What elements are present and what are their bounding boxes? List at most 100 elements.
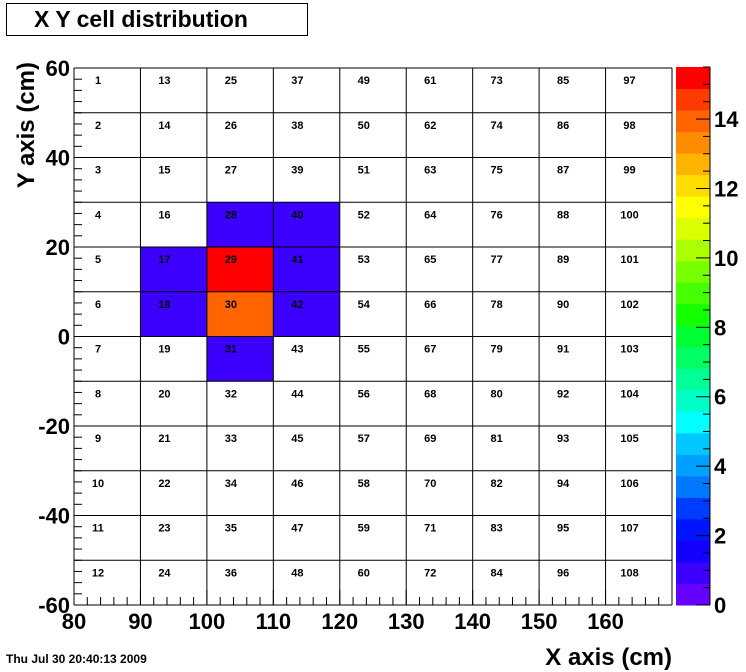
cell-label: 57 xyxy=(358,433,370,445)
cell-label: 74 xyxy=(491,120,504,132)
colorbar-tick-label: 2 xyxy=(714,524,726,549)
cell-label: 48 xyxy=(291,567,303,579)
cell-label: 27 xyxy=(225,165,237,177)
y-tick-label: -60 xyxy=(38,593,70,618)
cell-label: 69 xyxy=(424,433,436,445)
cell-label: 106 xyxy=(620,478,638,490)
filled-cell xyxy=(206,336,274,382)
cell-label: 94 xyxy=(557,478,570,490)
cell-label: 42 xyxy=(291,299,303,311)
axes: 80 90 100 110 120 130 140 150 160-60-40-20020406… xyxy=(38,56,673,634)
y-axis-label: Y axis (cm) xyxy=(13,62,40,188)
colorbar-tick-label: 8 xyxy=(714,315,726,340)
colorbar-swatch xyxy=(676,131,710,154)
cell-label: 104 xyxy=(620,388,639,400)
colorbar-tick-label: 14 xyxy=(714,107,739,132)
cell-label: 76 xyxy=(491,209,503,221)
cell-label: 107 xyxy=(620,523,638,535)
colorbar-swatch xyxy=(676,432,710,455)
cell-label: 51 xyxy=(358,165,370,177)
cell-label: 53 xyxy=(358,254,370,266)
cell-labels: 1 13 25 37 49 61 73 85 972 14 26 38 50 62 74 86 983 15 27 3… xyxy=(92,75,640,579)
x-tick-label: 150 xyxy=(521,609,558,634)
cell-label: 47 xyxy=(291,523,303,535)
cell-label: 18 xyxy=(158,299,170,311)
cell-label: 34 xyxy=(225,478,238,490)
x-tick-label: 140 xyxy=(454,609,491,634)
cell-label: 66 xyxy=(424,299,436,311)
colorbar-tick-label: 12 xyxy=(714,176,738,201)
x-tick-label: 120 xyxy=(321,609,358,634)
cell-label: 75 xyxy=(491,165,503,177)
cell-label: 90 xyxy=(557,299,569,311)
filled-cells xyxy=(140,202,340,382)
cell-label: 16 xyxy=(158,209,170,221)
colorbar-swatch xyxy=(676,497,710,520)
colorbar-tick-label: 0 xyxy=(714,593,726,618)
colorbar-swatch xyxy=(676,260,710,283)
cell-label: 77 xyxy=(491,254,503,266)
cell-label: 28 xyxy=(225,209,237,221)
cell-label: 100 xyxy=(620,209,638,221)
cell-label: 29 xyxy=(225,254,237,266)
cell-label: 19 xyxy=(158,344,170,356)
filled-cell xyxy=(273,202,340,247)
colorbar-tick-label: 4 xyxy=(714,454,727,479)
cell-label: 79 xyxy=(491,344,503,356)
cell-label: 63 xyxy=(424,165,436,177)
colorbar-swatch xyxy=(676,196,710,219)
cell-label: 54 xyxy=(358,299,371,311)
color-scale-bar: 0 2 4 6 8 10 12 14 xyxy=(676,66,739,618)
cell-label: 36 xyxy=(225,567,237,579)
cell-label: 14 xyxy=(158,120,171,132)
y-tick-label: 60 xyxy=(46,56,70,81)
cell-label: 55 xyxy=(358,344,370,356)
cell-label: 20 xyxy=(158,388,170,400)
cell-label: 50 xyxy=(358,120,370,132)
cell-label: 11 xyxy=(92,523,104,535)
cell-label: 86 xyxy=(557,120,569,132)
colorbar-swatch xyxy=(676,540,710,563)
cell-label: 91 xyxy=(557,344,569,356)
colorbar-swatch xyxy=(676,454,710,477)
x-tick-label: 80 xyxy=(62,609,86,634)
cell-label: 83 xyxy=(491,523,503,535)
y-tick-label: -40 xyxy=(38,504,70,529)
filled-cell xyxy=(273,247,340,292)
cell-label: 4 xyxy=(95,209,102,221)
cell-label: 88 xyxy=(557,209,569,221)
cell-label: 61 xyxy=(424,75,436,87)
cell-label: 70 xyxy=(424,478,436,490)
cell-label: 41 xyxy=(291,254,303,266)
colorbar-swatch xyxy=(676,561,710,584)
cell-label: 49 xyxy=(358,75,370,87)
cell-label: 81 xyxy=(491,433,503,445)
cell-label: 78 xyxy=(491,299,503,311)
colorbar-swatch xyxy=(676,411,710,434)
cell-label: 98 xyxy=(623,120,635,132)
colorbar-swatch xyxy=(676,88,710,111)
cell-label: 108 xyxy=(620,567,638,579)
colorbar-swatch xyxy=(676,389,710,412)
cell-label: 64 xyxy=(424,209,437,221)
cell-label: 72 xyxy=(424,567,436,579)
y-tick-label: 40 xyxy=(46,146,70,171)
cell-label: 85 xyxy=(557,75,569,87)
colorbar-swatch xyxy=(676,325,710,348)
cell-label: 2 xyxy=(95,120,101,132)
cell-label: 12 xyxy=(92,567,104,579)
cell-label: 71 xyxy=(424,523,436,535)
cell-label: 97 xyxy=(623,75,635,87)
y-tick-label: 20 xyxy=(46,235,70,260)
cell-label: 22 xyxy=(158,478,170,490)
cell-label: 52 xyxy=(358,209,370,221)
cell-label: 17 xyxy=(158,254,170,266)
cell-label: 99 xyxy=(623,165,635,177)
timestamp: Thu Jul 30 20:40:13 2009 xyxy=(6,652,147,666)
colorbar-tick-label: 10 xyxy=(714,246,738,271)
cell-label: 13 xyxy=(158,75,170,87)
cell-label: 65 xyxy=(424,254,436,266)
cell-label: 92 xyxy=(557,388,569,400)
filled-cell xyxy=(140,247,207,292)
filled-cell xyxy=(206,291,274,337)
